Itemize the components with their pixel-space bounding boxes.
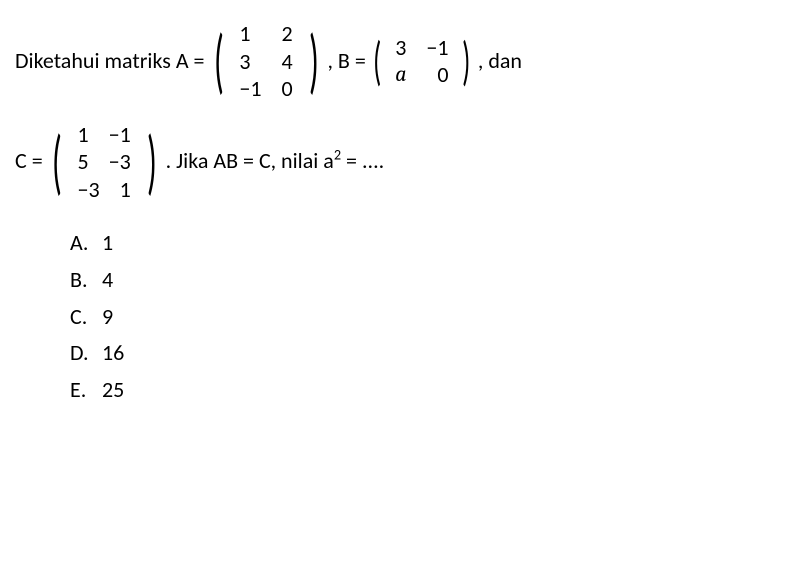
option-value: 25: [102, 375, 124, 406]
option-c: C. 9: [70, 302, 789, 333]
matrix-row: 1 2: [229, 20, 302, 48]
matrix-cell-variable-a: a: [385, 61, 416, 89]
matrix-row: 1 −1: [68, 121, 141, 149]
option-letter: D.: [70, 338, 102, 369]
matrix-cell: 1: [68, 121, 99, 149]
matrix-cell: 1: [110, 176, 141, 204]
option-letter: B.: [70, 265, 102, 296]
jika-text-part2: = ....: [341, 147, 384, 174]
matrix-cell: 1: [229, 20, 260, 48]
right-paren-C: ): [147, 135, 157, 189]
exponent-2: 2: [334, 146, 341, 164]
right-paren-B: ): [463, 41, 471, 82]
matrix-cell: −3: [68, 176, 110, 204]
comma-dan-text: , dan: [478, 46, 522, 77]
answer-options: A. 1 B. 4 C. 9 D. 16 E. 25: [70, 228, 789, 406]
left-paren-B: (: [373, 41, 381, 82]
option-e: E. 25: [70, 375, 789, 406]
matrix-cell: 3: [229, 48, 260, 76]
matrix-row: 3 4: [229, 48, 302, 76]
left-paren-A: (: [214, 34, 224, 88]
option-value: 1: [102, 228, 113, 259]
option-d: D. 16: [70, 338, 789, 369]
matrix-C-content: 1 −1 5 −3 −3 1: [68, 121, 141, 204]
option-b: B. 4: [70, 265, 789, 296]
matrix-cell: 0: [427, 61, 458, 89]
matrix-row: a 0: [385, 61, 458, 89]
option-letter: A.: [70, 228, 102, 259]
matrix-row: −1 0: [229, 75, 302, 103]
matrix-A-content: 1 2 3 4 −1 0: [229, 20, 302, 103]
matrix-row: 3 −1: [385, 34, 458, 62]
matrix-B: ( 3 −1 a 0 ): [369, 34, 475, 89]
problem-line-2: C = ( 1 −1 5 −3 −3 1 ) . Jika AB = C, ni…: [15, 121, 789, 204]
option-letter: E.: [70, 375, 102, 406]
option-value: 4: [102, 265, 113, 296]
question-text: . Jika AB = C, nilai a2 = ....: [166, 146, 385, 177]
matrix-C: ( 1 −1 5 −3 −3 1 ): [46, 121, 163, 204]
jika-text-part1: . Jika AB = C, nilai a: [166, 147, 334, 174]
matrix-B-content: 3 −1 a 0: [385, 34, 458, 89]
option-a: A. 1: [70, 228, 789, 259]
matrix-cell: −1: [99, 121, 141, 149]
matrix-cell: 5: [68, 148, 99, 176]
c-equals-text: C =: [15, 146, 43, 177]
matrix-cell: 4: [271, 48, 302, 76]
problem-line-1: Diketahui matriks A = ( 1 2 3 4 −1 0 ) ,…: [15, 20, 789, 103]
left-paren-C: (: [52, 135, 62, 189]
matrix-cell: 3: [385, 34, 416, 62]
right-paren-A: ): [309, 34, 319, 88]
matrix-row: 5 −3: [68, 148, 141, 176]
matrix-row: −3 1: [68, 176, 141, 204]
option-value: 16: [102, 338, 124, 369]
matrix-A: ( 1 2 3 4 −1 0 ): [208, 20, 325, 103]
matrix-cell: −3: [99, 148, 141, 176]
option-letter: C.: [70, 302, 102, 333]
matrix-cell: 2: [271, 20, 302, 48]
matrix-cell: −1: [229, 75, 271, 103]
option-value: 9: [102, 302, 113, 333]
intro-text: Diketahui matriks A =: [15, 46, 205, 77]
matrix-cell: 0: [271, 75, 302, 103]
comma-b-text: , B =: [327, 46, 365, 77]
matrix-cell: −1: [416, 34, 458, 62]
